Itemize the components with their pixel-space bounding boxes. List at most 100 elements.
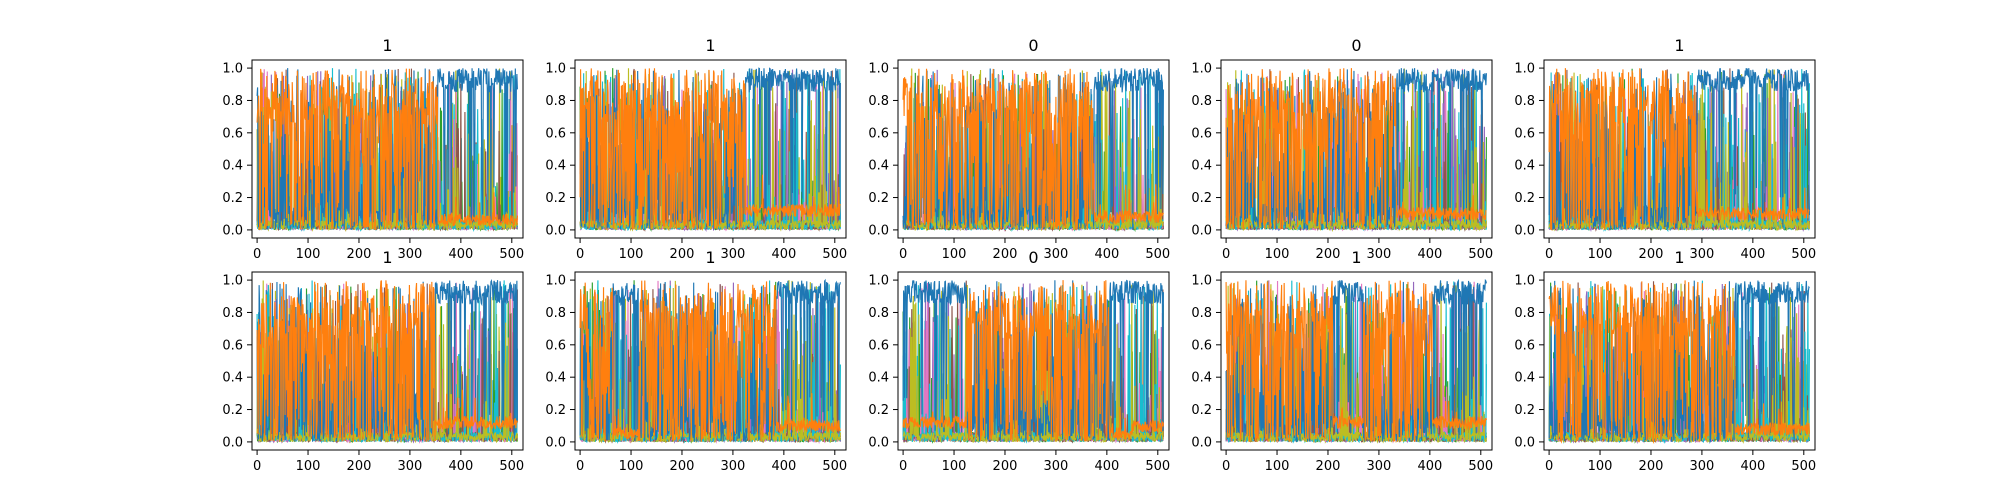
subplot-title: 0 xyxy=(1028,36,1038,55)
y-tick-label: 0.8 xyxy=(868,94,889,109)
y-tick-label: 0.4 xyxy=(1514,371,1535,386)
x-tick-label: 400 xyxy=(771,247,796,262)
axes-frame xyxy=(251,59,524,239)
y-tick-label: 0.2 xyxy=(1191,191,1212,206)
x-tick-label: 400 xyxy=(1094,459,1119,474)
subplot-6: 0 100 200 300 400 500 0.0 0.2 0.4 0.6 0.8 1.0 1 xyxy=(222,248,524,474)
y-tick-label: 0.4 xyxy=(545,159,566,174)
plot-area xyxy=(1548,68,1810,233)
x-tick-label: 0 xyxy=(1222,459,1230,474)
y-tick-label: 0.2 xyxy=(545,403,566,418)
y-tick-label: 0.4 xyxy=(545,371,566,386)
plot-area xyxy=(256,278,518,444)
y-tick-label: 0.0 xyxy=(545,223,566,238)
series-line-10 xyxy=(902,68,1164,230)
series-line-1 xyxy=(579,278,841,443)
y-tick-label: 0.2 xyxy=(222,403,243,418)
plot-area xyxy=(256,68,518,233)
subplot-8: 0 100 200 300 400 500 0.0 0.2 0.4 0.6 0.8 1.0 0 xyxy=(868,248,1170,474)
y-tick-label: 0.6 xyxy=(1514,126,1535,141)
x-tick-label: 200 xyxy=(993,247,1018,262)
y-tick-label: 0.0 xyxy=(222,435,243,450)
series-line-9 xyxy=(579,69,841,232)
x-tick-label: 300 xyxy=(1366,459,1391,474)
x-tick-label: 200 xyxy=(670,459,695,474)
y-tick-label: 0.2 xyxy=(1514,191,1535,206)
subplot-title: 1 xyxy=(705,248,715,267)
y-tick-label: 0.2 xyxy=(1191,403,1212,418)
y-tick-label: 0.6 xyxy=(222,338,243,353)
x-tick-label: 0 xyxy=(1545,459,1553,474)
y-tick-label: 0.6 xyxy=(868,126,889,141)
subplot-title: 1 xyxy=(1351,248,1361,267)
x-tick-label: 0 xyxy=(899,459,907,474)
y-tick-label: 0.2 xyxy=(1514,403,1535,418)
y-tick-label: 0.8 xyxy=(1191,306,1212,321)
x-tick-label: 100 xyxy=(619,247,644,262)
x-tick-label: 200 xyxy=(347,247,372,262)
x-tick-label: 0 xyxy=(253,459,261,474)
y-tick-label: 0.0 xyxy=(222,223,243,238)
y-tick-label: 0.6 xyxy=(1514,338,1535,353)
plot-area xyxy=(579,278,841,445)
series-line-1 xyxy=(1548,280,1810,444)
subplot-3: 0 100 200 300 400 500 0.0 0.2 0.4 0.6 0.8 1.0 0 xyxy=(868,36,1170,262)
x-tick-label: 400 xyxy=(448,459,473,474)
series-line-8 xyxy=(1548,285,1810,444)
y-tick-label: 0.4 xyxy=(222,159,243,174)
x-tick-label: 300 xyxy=(397,247,422,262)
y-tick-label: 0.0 xyxy=(868,435,889,450)
subplot-title: 0 xyxy=(1351,36,1361,55)
x-tick-label: 400 xyxy=(1740,459,1765,474)
x-tick-label: 300 xyxy=(1043,459,1068,474)
y-tick-label: 1.0 xyxy=(1514,62,1535,77)
x-tick-label: 400 xyxy=(448,247,473,262)
y-tick-label: 0.4 xyxy=(868,371,889,386)
y-tick-label: 0.8 xyxy=(868,306,889,321)
plot-area xyxy=(1225,278,1487,444)
x-tick-label: 500 xyxy=(499,247,524,262)
x-tick-label: 500 xyxy=(822,247,847,262)
y-tick-label: 0.2 xyxy=(868,403,889,418)
y-tick-label: 1.0 xyxy=(222,274,243,289)
x-tick-label: 300 xyxy=(1689,247,1714,262)
y-tick-label: 0.8 xyxy=(1514,94,1535,109)
x-tick-label: 100 xyxy=(619,459,644,474)
y-tick-label: 0.0 xyxy=(1191,435,1212,450)
y-tick-label: 0.6 xyxy=(868,338,889,353)
y-tick-label: 0.4 xyxy=(1514,159,1535,174)
x-tick-label: 0 xyxy=(253,247,261,262)
series-line-9 xyxy=(256,283,518,444)
x-tick-label: 400 xyxy=(1417,459,1442,474)
x-tick-label: 300 xyxy=(720,247,745,262)
x-tick-label: 500 xyxy=(822,459,847,474)
x-tick-label: 100 xyxy=(296,247,321,262)
y-tick-label: 1.0 xyxy=(1514,274,1535,289)
x-tick-label: 300 xyxy=(397,459,422,474)
series-line-10 xyxy=(579,280,841,442)
y-tick-label: 0.0 xyxy=(1514,435,1535,450)
plot-area xyxy=(579,67,841,233)
y-tick-label: 0.8 xyxy=(1514,306,1535,321)
x-tick-label: 0 xyxy=(899,247,907,262)
series-line-10 xyxy=(579,68,841,230)
series-line-1 xyxy=(902,279,1164,442)
x-tick-label: 200 xyxy=(1639,459,1664,474)
y-tick-label: 0.2 xyxy=(222,191,243,206)
x-tick-label: 0 xyxy=(576,247,584,262)
subplot-9: 0 100 200 300 400 500 0.0 0.2 0.4 0.6 0.8 1.0 1 xyxy=(1191,248,1493,474)
series-line-1 xyxy=(256,278,518,442)
y-tick-label: 0.8 xyxy=(1191,94,1212,109)
y-tick-label: 0.6 xyxy=(545,126,566,141)
x-tick-label: 500 xyxy=(1145,459,1170,474)
subplot-2: 0 100 200 300 400 500 0.0 0.2 0.4 0.6 0.8 1.0 1 xyxy=(545,36,847,262)
x-tick-label: 0 xyxy=(1545,247,1553,262)
x-tick-label: 200 xyxy=(1639,247,1664,262)
y-tick-label: 0.8 xyxy=(222,306,243,321)
y-tick-label: 0.8 xyxy=(545,94,566,109)
y-tick-label: 0.2 xyxy=(868,191,889,206)
x-tick-label: 400 xyxy=(1417,247,1442,262)
x-tick-label: 200 xyxy=(993,459,1018,474)
x-tick-label: 500 xyxy=(499,459,524,474)
